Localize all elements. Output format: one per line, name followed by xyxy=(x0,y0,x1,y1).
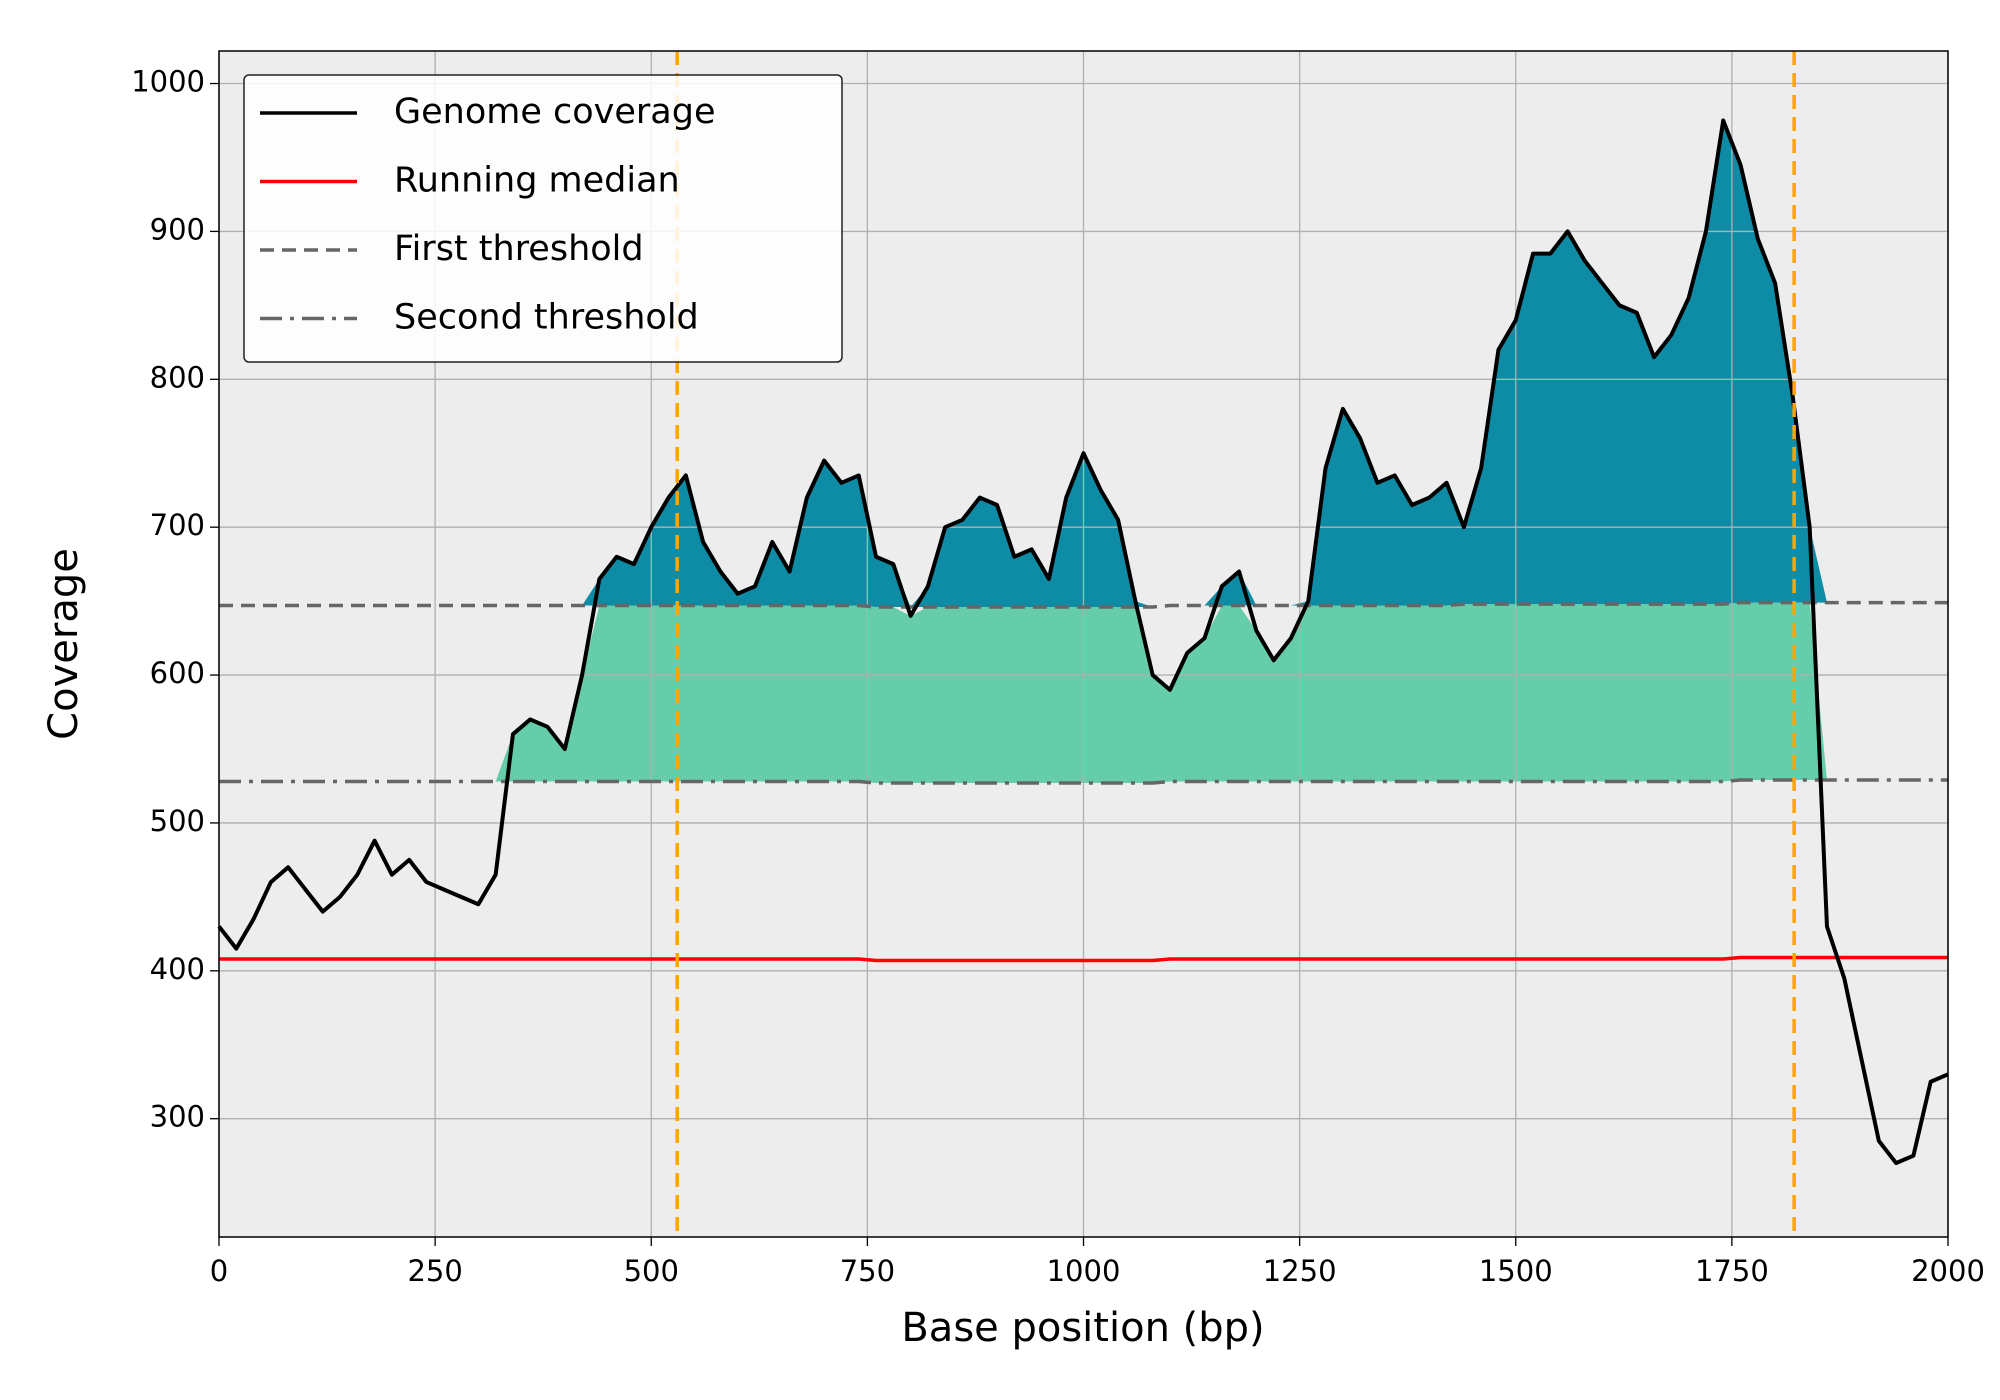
y-tick-label: 700 xyxy=(150,508,205,542)
x-tick-label: 1750 xyxy=(1695,1254,1769,1288)
y-tick-label: 900 xyxy=(150,212,205,246)
x-tick-label: 1000 xyxy=(1047,1254,1121,1288)
x-tick-label: 0 xyxy=(210,1254,228,1288)
series-line xyxy=(219,955,1948,963)
y-tick-label: 800 xyxy=(150,360,205,394)
series-line xyxy=(217,118,1949,1166)
x-tick-label: 1500 xyxy=(1479,1254,1553,1288)
legend-label: Genome coverage xyxy=(394,92,716,132)
legend-label: First threshold xyxy=(394,229,644,269)
series-line xyxy=(219,600,1948,609)
x-tick-label: 500 xyxy=(624,1254,679,1288)
y-axis-label: Coverage xyxy=(41,548,87,740)
x-tick-label: 750 xyxy=(840,1254,895,1288)
x-tick-label: 1250 xyxy=(1263,1254,1337,1288)
x-axis-label: Base position (bp) xyxy=(901,1305,1264,1351)
y-tick-label: 1000 xyxy=(131,65,205,99)
x-tick-label: 250 xyxy=(407,1254,462,1288)
y-tick-label: 600 xyxy=(150,656,205,690)
y-tick-label: 400 xyxy=(150,952,205,986)
series-line xyxy=(219,778,1948,785)
y-tick-label: 300 xyxy=(150,1100,205,1134)
legend: Genome coverage Running median First thres… xyxy=(243,74,843,363)
legend-label: Running median xyxy=(394,161,680,201)
legend-box xyxy=(243,74,843,363)
x-tick-label: 2000 xyxy=(1911,1254,1985,1288)
y-tick-label: 500 xyxy=(150,804,205,838)
legend-label: Second threshold xyxy=(394,298,699,338)
